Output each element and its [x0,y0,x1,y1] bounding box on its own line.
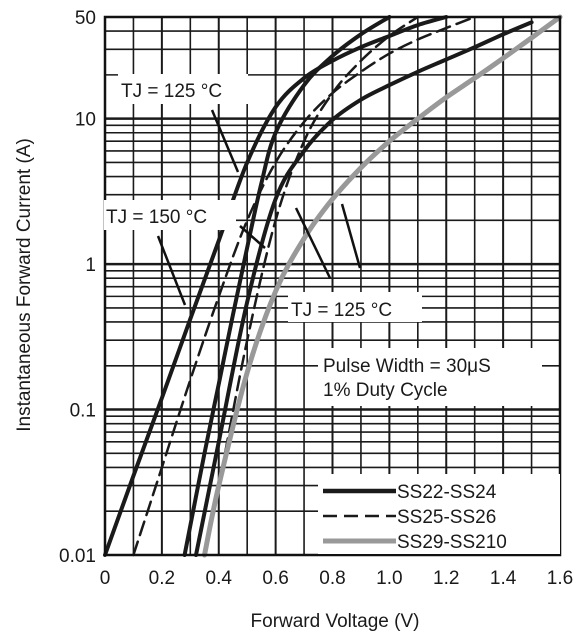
y-tick-label: 10 [75,110,96,131]
y-tick-label: 0.01 [59,546,96,567]
legend-entry-ss22-ss24: SS22-SS24 [323,482,497,503]
x-axis-label: Forward Voltage (V) [251,611,420,632]
legend-label: SS29-SS210 [397,532,507,553]
annotation-tj125-top: TJ = 125 °C [118,74,248,173]
y-tick-label: 0.1 [70,401,96,422]
x-tick-label: 1.0 [376,568,402,589]
annotation-arrow [156,235,187,306]
series-line-ss25-ss26 [132,15,476,557]
x-tick-labels: 0 0.2 0.4 0.6 0.8 1.0 1.2 1.4 1.6 [100,568,574,589]
x-tick-label: 0 [100,568,111,589]
series-group [103,14,563,558]
annotation-tj125-bottom: TJ = 125 °C [288,203,422,322]
y-axis-label: Instantaneous Forward Current (A) [14,138,35,432]
series-line-ss22-ss24 [182,15,392,557]
series-line-ss29-ss210 [202,14,563,558]
legend-label: SS25-SS26 [397,507,496,528]
annotation-label: Pulse Width = 30μS [323,356,491,377]
annotation-label: TJ = 125 °C [121,81,222,102]
y-tick-labels: 0.01 0.1 1 10 50 [59,8,96,567]
x-tick-label: 1.2 [433,568,459,589]
annotation-arrow [340,203,362,269]
x-tick-label: 1.4 [490,568,517,589]
annotation-tj150: TJ = 150 °C [104,200,266,306]
x-tick-label: 0.4 [206,568,233,589]
legend-label: SS22-SS24 [397,482,497,503]
annotation-arrow [239,225,266,249]
y-tick-label: 1 [85,255,96,276]
legend: SS22-SS24 SS25-SS26 SS29-SS210 [318,474,560,554]
series-line-ss22-ss24 [194,20,534,557]
legend-entry-ss29-ss210: SS29-SS210 [323,532,507,553]
x-tick-label: 0.8 [319,568,345,589]
annotation-label: TJ = 125 °C [291,300,392,321]
annotation-arrow [294,207,332,279]
annotation-label: 1% Duty Cycle [323,380,448,401]
annotation-label: TJ = 150 °C [106,207,207,228]
y-tick-label: 50 [75,8,96,29]
x-tick-label: 0.2 [149,568,175,589]
annotation-pulse: Pulse Width = 30μS 1% Duty Cycle [318,348,542,406]
legend-entry-ss25-ss26: SS25-SS26 [323,507,496,528]
plot-frame [103,15,562,557]
annotation-arrow [210,109,240,173]
x-tick-label: 0.6 [262,568,288,589]
x-tick-label: 1.6 [547,568,573,589]
